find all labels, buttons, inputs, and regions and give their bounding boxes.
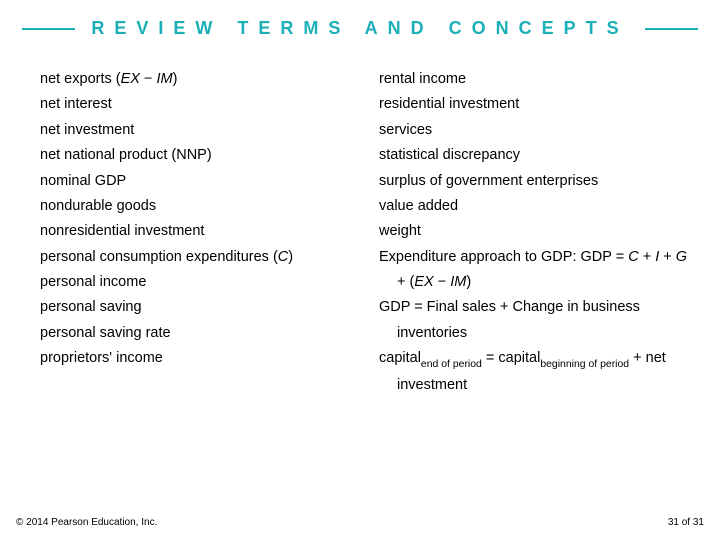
- term: statistical discrepancy: [379, 143, 690, 168]
- term: personal income: [40, 270, 351, 295]
- term: value added: [379, 194, 690, 219]
- term: net national product (NNP): [40, 143, 351, 168]
- left-column: net exports (EX − IM) net interest net i…: [40, 67, 351, 399]
- term: residential investment: [379, 92, 690, 117]
- term: nonresidential investment: [40, 219, 351, 244]
- rule-right: [645, 28, 698, 30]
- header: REVIEW TERMS AND CONCEPTS: [0, 0, 720, 39]
- formula-capital: capitalend of period = capitalbeginning …: [379, 346, 690, 399]
- right-column: rental income residential investment ser…: [379, 67, 690, 399]
- term: net interest: [40, 92, 351, 117]
- formula-finalsales: GDP = Final sales + Change in business i…: [379, 295, 690, 346]
- term: proprietors' income: [40, 346, 351, 371]
- term: net exports (EX − IM): [40, 67, 351, 92]
- term: nominal GDP: [40, 169, 351, 194]
- term: personal saving: [40, 295, 351, 320]
- term: services: [379, 118, 690, 143]
- term: nondurable goods: [40, 194, 351, 219]
- formula-expenditure: Expenditure approach to GDP: GDP = C + I…: [379, 245, 690, 296]
- term: personal saving rate: [40, 321, 351, 346]
- term: personal consumption expenditures (C): [40, 245, 351, 270]
- terms-body: net exports (EX − IM) net interest net i…: [0, 39, 720, 399]
- page-number: 31 of 31: [668, 517, 704, 528]
- copyright: © 2014 Pearson Education, Inc.: [16, 517, 157, 528]
- term: rental income: [379, 67, 690, 92]
- term: net investment: [40, 118, 351, 143]
- page-title: REVIEW TERMS AND CONCEPTS: [75, 18, 644, 39]
- term: surplus of government enterprises: [379, 169, 690, 194]
- term: weight: [379, 219, 690, 244]
- rule-left: [22, 28, 75, 30]
- footer: © 2014 Pearson Education, Inc. 31 of 31: [16, 517, 704, 528]
